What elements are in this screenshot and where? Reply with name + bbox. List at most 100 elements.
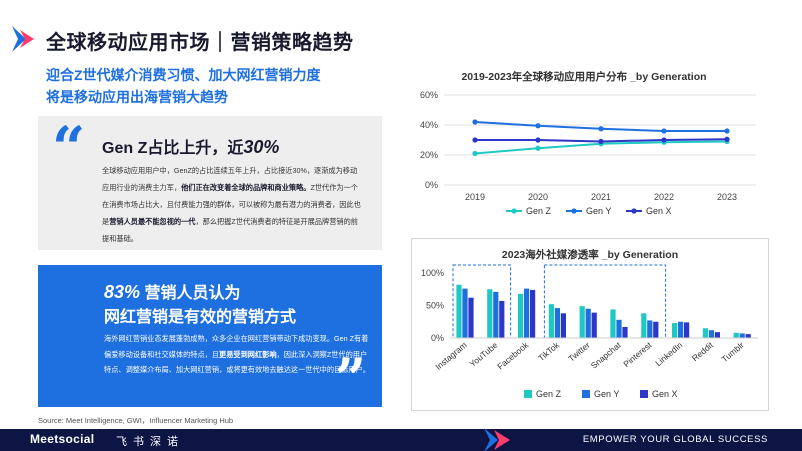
bar-gen-y <box>739 333 745 338</box>
bar-gen-x <box>745 334 751 338</box>
bar-chart-title: 2023海外社媒渗透率 _by Generation <box>501 249 679 261</box>
x-tick-label: Reddit <box>690 339 716 363</box>
influencer-headline-2: 网红营销是有效的营销方式 <box>104 309 297 326</box>
legend-label: Gen Z <box>536 389 562 399</box>
open-quote-icon: “ <box>52 114 86 182</box>
bar-gen-z <box>733 332 739 338</box>
footer-bar: Meetsocial 飞书深诺 EMPOWER YOUR GLOBAL SUCC… <box>0 429 802 451</box>
bar-gen-x <box>591 312 597 338</box>
line-chart-title: 2019-2023年全球移动应用用户分布 _by Generation <box>461 71 707 83</box>
page-subtitle: 迎合Z世代媒介消费习惯、加大网红营销力度 将是移动应用出海营销大趋势 <box>46 64 321 108</box>
data-point <box>472 119 478 125</box>
influencer-share-value: 83% <box>104 282 141 302</box>
bar-gen-x <box>622 326 628 338</box>
influencer-body-text: 海外网红营销业态发展蓬勃成熟，众多企业在网红营销带动下成功变现。Gen Z有着偏… <box>104 334 370 374</box>
genz-insight-box: “ Gen Z占比上升，近30% 全球移动应用用户中，GenZ的占比连续五年上升… <box>38 116 382 250</box>
page-title: 全球移动应用市场｜营销策略趋势 <box>46 32 354 54</box>
genz-share-value: 30% <box>243 137 280 157</box>
legend-label: Gen Y <box>594 389 619 399</box>
legend-label: Gen X <box>646 206 672 216</box>
y-tick-label: 100% <box>421 268 444 278</box>
data-point <box>661 137 667 143</box>
data-point <box>598 126 604 132</box>
x-tick-label: LinkedIn <box>653 340 684 368</box>
data-point <box>598 138 604 145</box>
x-tick-label: 2021 <box>591 192 611 202</box>
legend-marker <box>631 208 637 214</box>
legend-marker <box>571 208 577 214</box>
x-tick-label: 2020 <box>528 192 548 202</box>
bar-gen-y <box>493 291 499 338</box>
bar-gen-x <box>468 297 474 338</box>
legend-label: Gen Y <box>586 206 611 216</box>
bar-gen-y <box>554 308 560 338</box>
bar-chart-card: 2023海外社媒渗透率 _by Generation 0% 50% 100% Inst… <box>411 238 769 411</box>
bar-gen-z <box>610 309 616 338</box>
bar-gen-z <box>518 293 524 338</box>
bar-gen-x <box>714 332 720 338</box>
bar-gen-y <box>678 321 684 338</box>
footer-logo-icon <box>484 428 510 451</box>
y-tick-label: 60% <box>420 90 438 100</box>
highlight-box-social <box>543 264 667 339</box>
bar-gen-z <box>579 306 585 338</box>
footer-brand: Meetsocial <box>30 432 95 446</box>
source-note: Source: Meet Intelligence, GWI，Influence… <box>38 416 234 425</box>
x-tick-label: TikTok <box>536 339 562 363</box>
bar-gen-x <box>684 322 690 338</box>
subtitle-line-1: 迎合Z世代媒介消费习惯、加大网红营销力度 <box>46 67 321 83</box>
data-point <box>724 128 730 134</box>
bar-gen-y <box>524 288 530 338</box>
subtitle-line-2: 将是移动应用出海营销大趋势 <box>46 89 228 105</box>
x-tick-label: Tumblr <box>719 340 746 365</box>
data-point <box>535 123 541 129</box>
y-tick-label: 40% <box>420 120 438 130</box>
line-chart-card: 2019-2023年全球移动应用用户分布 _by Generation 0% 20… <box>398 61 770 221</box>
bar-gen-y <box>616 319 622 338</box>
x-tick-label: Twitter <box>566 340 592 364</box>
bar-gen-z <box>702 328 708 338</box>
legend-label: Gen X <box>652 389 678 399</box>
bar-gen-z <box>456 284 462 338</box>
bar-gen-z <box>487 289 493 338</box>
bar-gen-y <box>647 320 653 338</box>
line-chart: 0% 20% 40% 60% 2019 2020 2021 2022 2023 Gen Z Gen … <box>420 90 756 216</box>
footer-slogan: EMPOWER YOUR GLOBAL SUCCESS <box>582 434 768 445</box>
x-tick-label: 2019 <box>465 192 485 202</box>
y-tick-label: 20% <box>420 150 438 160</box>
x-tick-label: Pinterest <box>621 339 654 369</box>
data-point <box>535 137 541 143</box>
bar-gen-z <box>672 323 678 338</box>
x-tick-label: 2023 <box>717 192 737 202</box>
bar-gen-z <box>548 304 554 338</box>
bar-gen-x <box>560 313 566 338</box>
x-tick-label: Instagram <box>433 340 468 372</box>
bar-gen-y <box>585 308 591 338</box>
data-point <box>472 137 478 143</box>
data-point <box>535 145 541 151</box>
data-point <box>661 128 667 134</box>
legend-swatch <box>640 390 648 398</box>
y-tick-label: 0% <box>425 180 438 190</box>
data-point <box>724 136 730 142</box>
genz-headline: Gen Z占比上升，近30% <box>102 137 280 157</box>
y-tick-label: 0% <box>431 333 444 343</box>
legend-marker <box>511 208 517 214</box>
legend-swatch <box>524 390 532 398</box>
legend-swatch <box>582 390 590 398</box>
x-tick-label: 2022 <box>654 192 674 202</box>
close-quote-icon: ” <box>334 346 366 410</box>
bar-gen-y <box>462 288 468 338</box>
brand-logo-icon <box>12 26 34 52</box>
bar-gen-x <box>653 321 659 338</box>
influencer-headline-1: 83% 营销人员认为 <box>104 282 241 302</box>
y-tick-label: 50% <box>426 301 444 311</box>
bar-gen-x <box>499 300 505 338</box>
bar-gen-y <box>708 330 714 338</box>
x-tick-label: Facebook <box>495 339 531 371</box>
footer-brand-cn: 飞书深诺 <box>116 436 184 448</box>
data-point <box>472 150 478 157</box>
legend-label: Gen Z <box>526 206 552 216</box>
bar-gen-x <box>530 289 536 338</box>
